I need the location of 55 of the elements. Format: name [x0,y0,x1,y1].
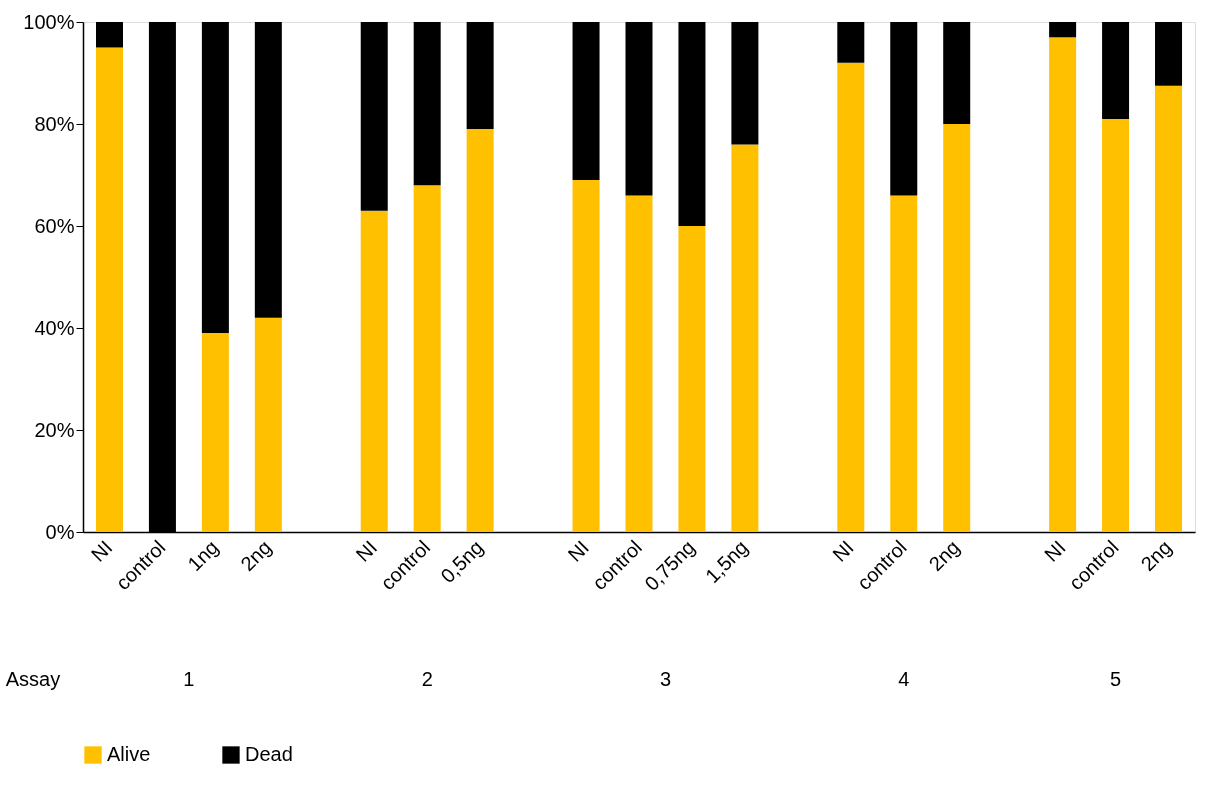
bar [1049,37,1077,532]
bar [1155,85,1183,532]
bar [413,185,441,532]
y-tick-label: 60% [34,214,75,237]
bar [731,144,759,532]
bar [95,47,123,532]
x-tick-label: 1ng [183,536,223,576]
bar [1049,22,1077,38]
x-tick-label: NI [1039,536,1070,566]
bar [572,22,600,181]
x-tick-label: 2ng [236,536,276,576]
x-tick-label: 2ng [1136,536,1176,576]
bar [678,226,706,532]
x-tick-label: NI [828,536,858,566]
bar [360,210,388,532]
y-tick-label: 80% [34,112,75,135]
x-tick-label: NI [563,536,594,566]
text: 5 [1110,668,1122,690]
y-tick-label: 100% [23,10,75,33]
text: 2 [421,668,433,690]
text: Assay [5,668,61,690]
bar [890,22,918,196]
bar [466,129,494,532]
text: 4 [898,668,910,690]
bar [1155,22,1183,86]
bar [890,195,918,532]
text: 1 [183,668,195,690]
bar [572,180,600,532]
x-tick-label: 2ng [924,536,964,576]
y-tick-label: 40% [34,316,75,339]
bar [1102,118,1130,532]
bar [678,22,706,226]
bar [201,22,229,334]
y-tick-label: 20% [34,418,75,441]
bar [837,22,865,63]
text: 3 [659,668,672,690]
bar [943,22,971,124]
bar [943,124,971,532]
bar [201,333,229,532]
legend-label: Alive [107,743,151,765]
bar [254,22,282,318]
bar [413,22,441,186]
legend-label: Dead [245,743,293,765]
bar [625,195,653,532]
x-tick-label: NI [86,536,117,566]
bar [1102,22,1130,119]
bar [837,62,865,532]
x-tick-label: NI [351,536,382,566]
y-tick-label: 0% [45,520,75,543]
bar [731,22,759,145]
bar [254,317,282,532]
bar [95,22,123,48]
bar [360,22,388,211]
bar [625,22,653,196]
bar [466,22,494,130]
